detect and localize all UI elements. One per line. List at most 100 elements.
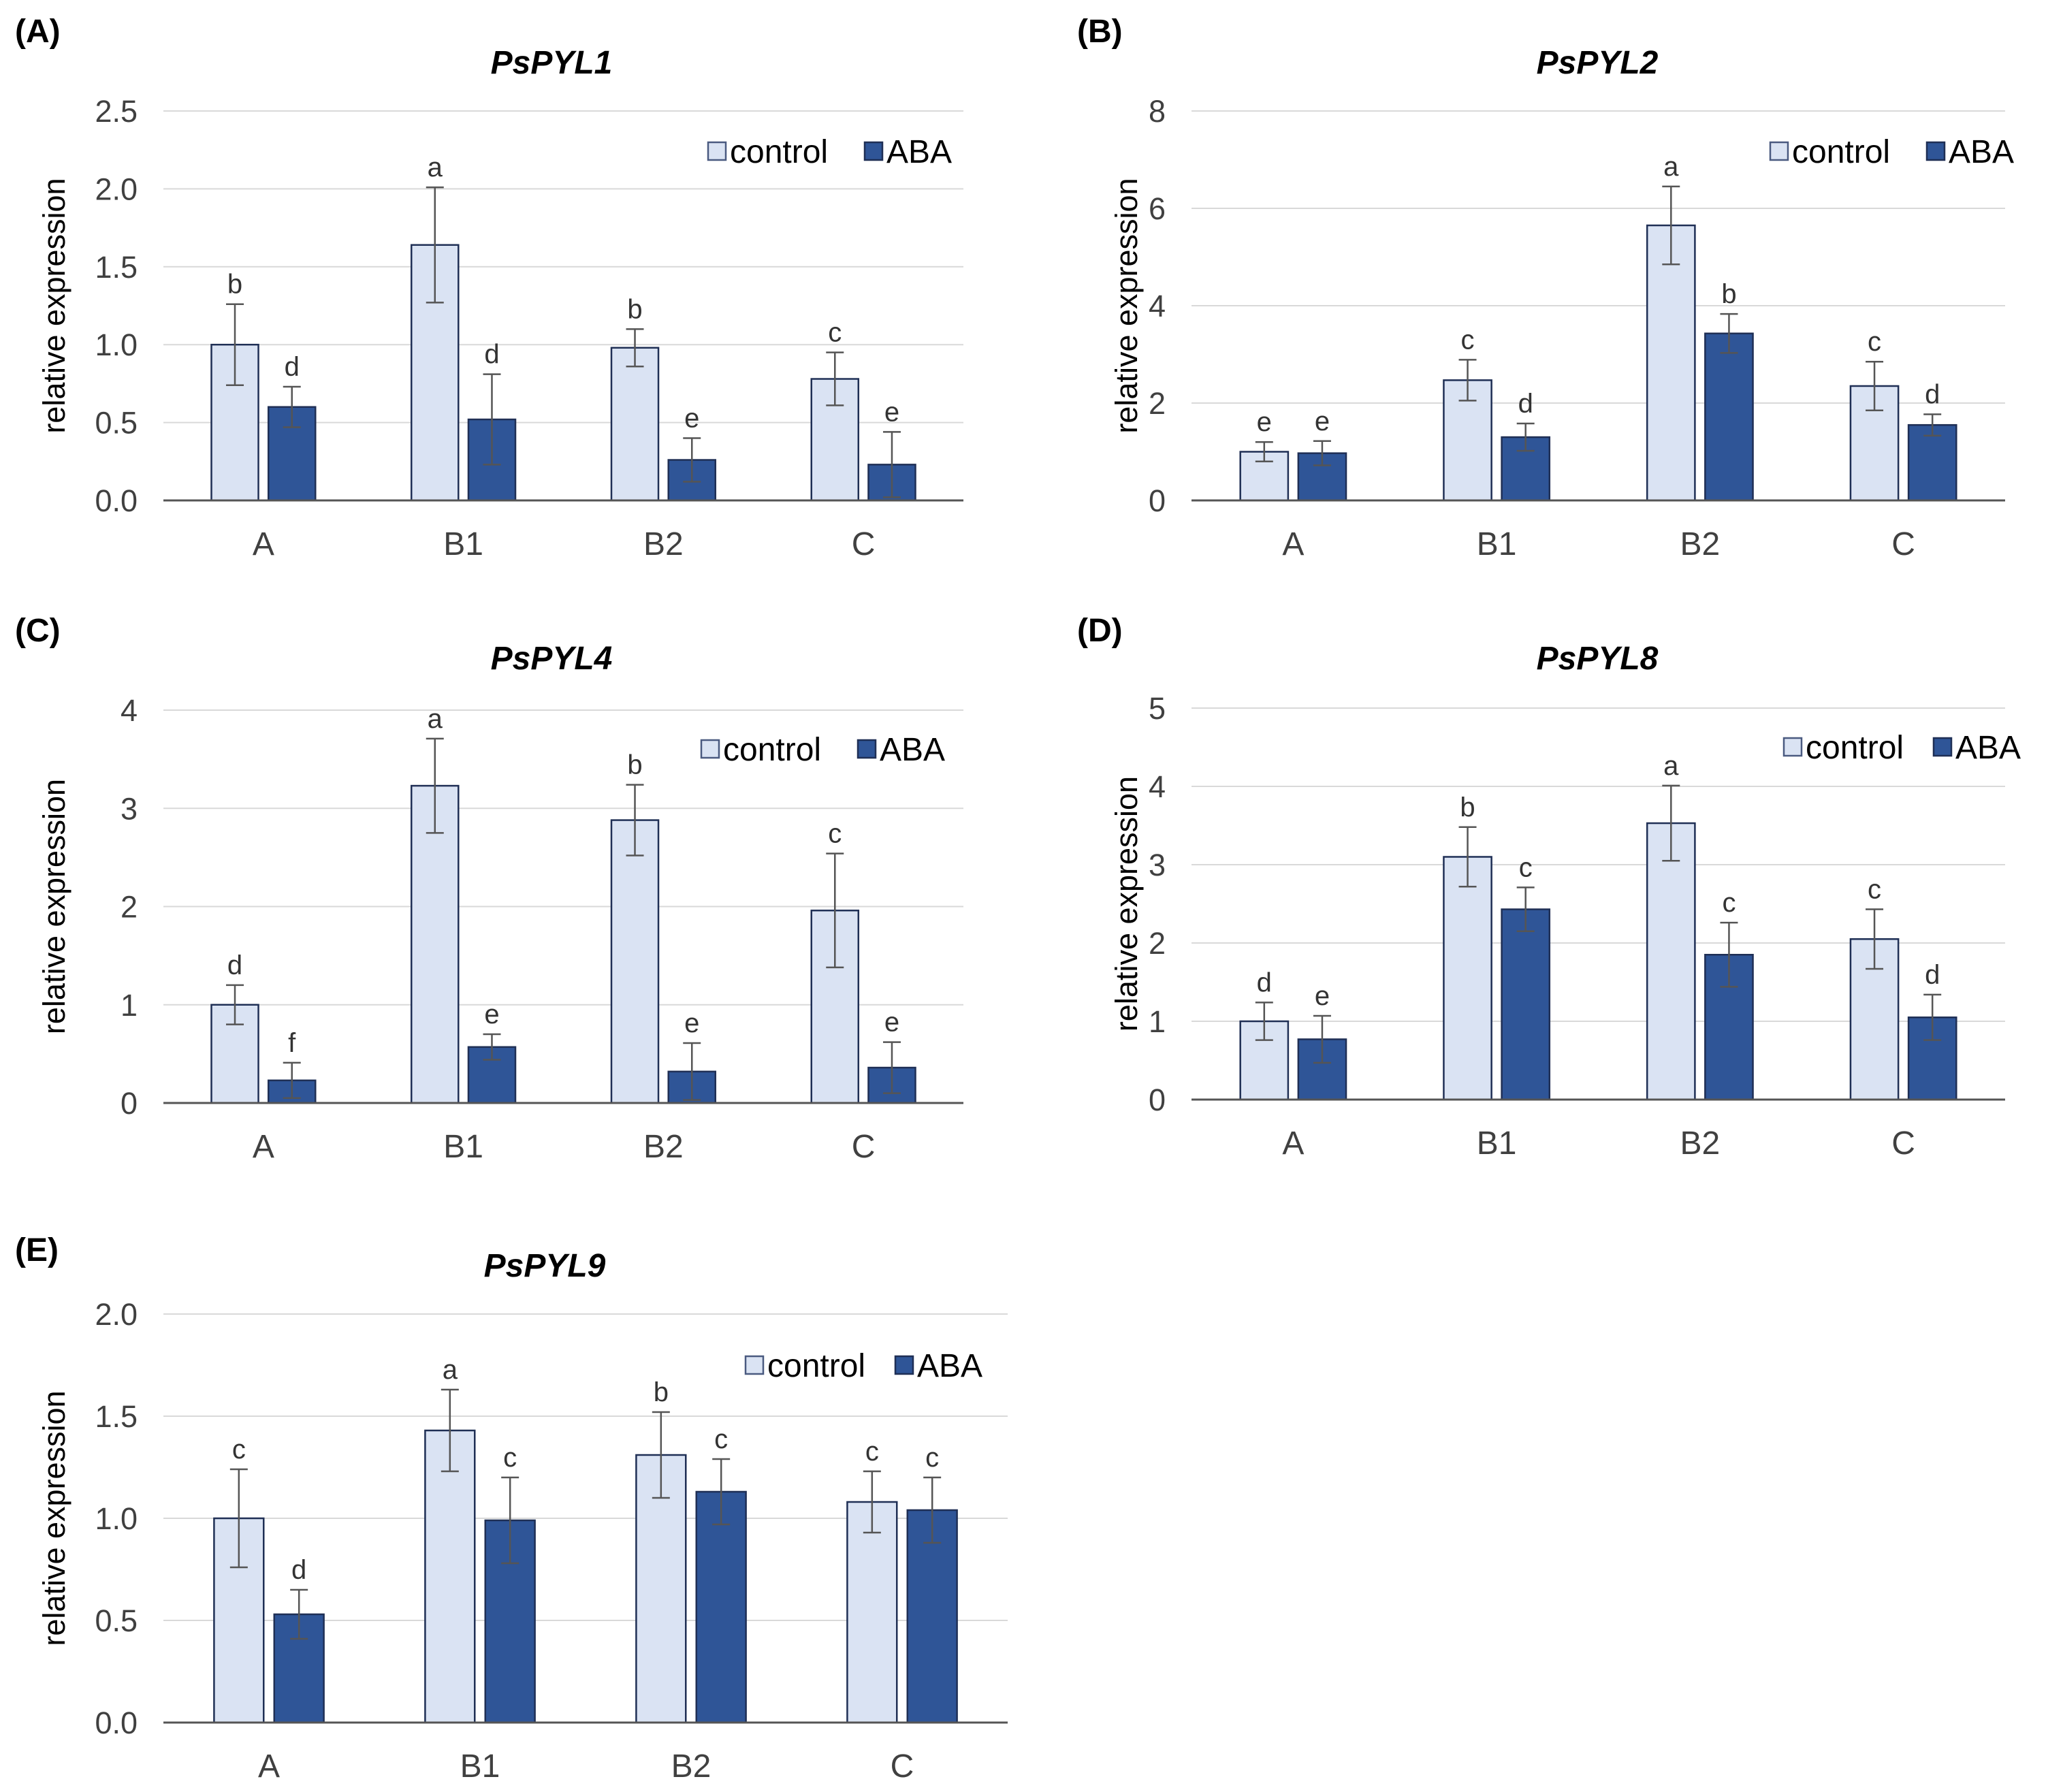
y-axis-title: relative expression	[37, 1390, 71, 1646]
y-axis-title: relative expression	[37, 178, 71, 433]
x-category-label: B2	[643, 1129, 684, 1165]
legend-label-control: control	[1806, 730, 1904, 766]
significance-letter: c	[1461, 325, 1475, 355]
significance-letter: d	[1925, 960, 1940, 990]
x-category-label: A	[253, 1129, 274, 1165]
significance-letter: c	[828, 318, 842, 348]
significance-letter: c	[865, 1437, 879, 1467]
x-category-label: A	[1282, 1125, 1304, 1162]
legend-label-aba: ABA	[1955, 730, 2021, 766]
error-bar-control-c	[1866, 360, 1884, 411]
error-bar-aba-c	[882, 431, 901, 498]
significance-letter: c	[925, 1443, 939, 1473]
x-category-label: B1	[443, 1129, 483, 1165]
y-tick-label: 4	[1149, 769, 1166, 804]
panel-label-b: (B)	[1077, 14, 1123, 50]
legend-swatch-aba	[1925, 141, 1946, 161]
y-tick-label: 4	[121, 693, 138, 728]
chart-panel-e: (E) PsPYL9 0.0 0.5 1.0 1.5 2.0 relative express…	[0, 1219, 1035, 1792]
error-bar-control-c	[826, 852, 844, 969]
significance-letter: e	[884, 1008, 899, 1038]
bar-aba-a	[273, 1613, 325, 1724]
y-axis-title: relative expression	[1109, 776, 1144, 1031]
legend-swatch-control	[744, 1355, 765, 1375]
legend-swatch-aba	[863, 141, 884, 161]
legend-label-aba: ABA	[880, 732, 945, 768]
significance-letter: e	[1257, 407, 1272, 437]
y-axis-title: relative expression	[37, 779, 71, 1034]
significance-letter: d	[291, 1555, 306, 1585]
error-bar-control-a	[226, 984, 244, 1025]
chart-panel-a: (A) PsPYL1 0.0 0.5 1.0 1.5 2.0 2.5 relative expr…	[0, 0, 1035, 572]
error-bar-aba-c	[882, 1041, 901, 1094]
significance-letter: c	[503, 1443, 517, 1473]
y-tick-label: 3	[1149, 848, 1166, 882]
x-category-label: C	[852, 1129, 876, 1165]
x-category-label: B2	[643, 526, 684, 562]
error-bar-control-c	[863, 1470, 881, 1534]
panel-label-c: (C)	[15, 613, 61, 649]
significance-letter: d	[484, 340, 499, 370]
significance-letter: a	[1663, 152, 1679, 182]
bar-aba-b1	[1501, 908, 1551, 1101]
chart-title-b: PsPYL2	[1537, 45, 1659, 81]
error-bar-control-b2	[1662, 784, 1680, 862]
significance-letter: c	[714, 1424, 728, 1454]
y-tick-label: 4	[1149, 289, 1166, 323]
error-bar-control-a	[1255, 1002, 1273, 1041]
error-bar-aba-a	[290, 1588, 308, 1640]
bar-control-b2	[1646, 822, 1696, 1101]
significance-letter: b	[1721, 279, 1736, 309]
bar-aba-b2	[1704, 332, 1754, 502]
y-tick-label: 2	[121, 890, 138, 925]
y-tick-label: 1.5	[95, 1399, 138, 1434]
error-bar-control-a	[1255, 441, 1273, 463]
y-tick-label: 0	[1149, 483, 1166, 518]
x-category-label: B2	[671, 1748, 711, 1785]
error-bar-control-b2	[652, 1411, 670, 1499]
significance-letter: d	[227, 950, 242, 980]
y-tick-label: 0.0	[95, 1706, 138, 1740]
x-category-label: A	[253, 526, 274, 562]
error-bar-aba-c	[1923, 413, 1942, 437]
significance-letter: b	[627, 750, 642, 780]
error-bar-aba-b2	[1720, 921, 1738, 988]
legend-swatch-control	[700, 739, 720, 759]
y-tick-label: 1.5	[95, 250, 138, 285]
error-bar-aba-b1	[483, 373, 501, 466]
x-category-label: A	[258, 1748, 280, 1785]
panel-label-a: (A)	[15, 14, 61, 50]
error-bar-control-b1	[426, 737, 444, 834]
x-category-label: A	[1282, 526, 1304, 562]
significance-letter: c	[1722, 888, 1736, 918]
y-tick-label: 1.0	[95, 1501, 138, 1536]
bar-control-b2	[610, 347, 660, 502]
error-bar-control-c	[1866, 908, 1884, 970]
error-bar-control-c	[826, 351, 844, 406]
legend-swatch-aba	[1932, 737, 1953, 757]
error-bar-control-b2	[626, 328, 644, 368]
y-tick-label: 1	[1149, 1004, 1166, 1039]
y-tick-label: 1	[121, 988, 138, 1023]
error-bar-aba-b1	[483, 1033, 501, 1061]
significance-letter: e	[1315, 981, 1330, 1011]
significance-letter: e	[484, 999, 499, 1029]
chart-title-e: PsPYL9	[484, 1248, 606, 1284]
y-tick-label: 1.0	[95, 327, 138, 362]
y-tick-label: 6	[1149, 191, 1166, 226]
bar-control-b1	[424, 1429, 476, 1724]
legend-label-control: control	[767, 1348, 865, 1384]
y-tick-label: 0.5	[95, 1603, 138, 1638]
significance-letter: a	[443, 1355, 458, 1385]
legend-swatch-control	[1769, 141, 1789, 161]
bar-aba-b2	[695, 1490, 747, 1724]
error-bar-aba-c	[1923, 993, 1942, 1041]
chart-title-c: PsPYL4	[491, 641, 613, 677]
error-bar-aba-b2	[712, 1458, 731, 1526]
y-tick-label: 2.0	[95, 1297, 138, 1332]
significance-letter: e	[684, 403, 699, 433]
legend-label-aba: ABA	[1949, 134, 2014, 170]
significance-letter: d	[1518, 389, 1533, 419]
x-category-label: C	[891, 1748, 914, 1785]
